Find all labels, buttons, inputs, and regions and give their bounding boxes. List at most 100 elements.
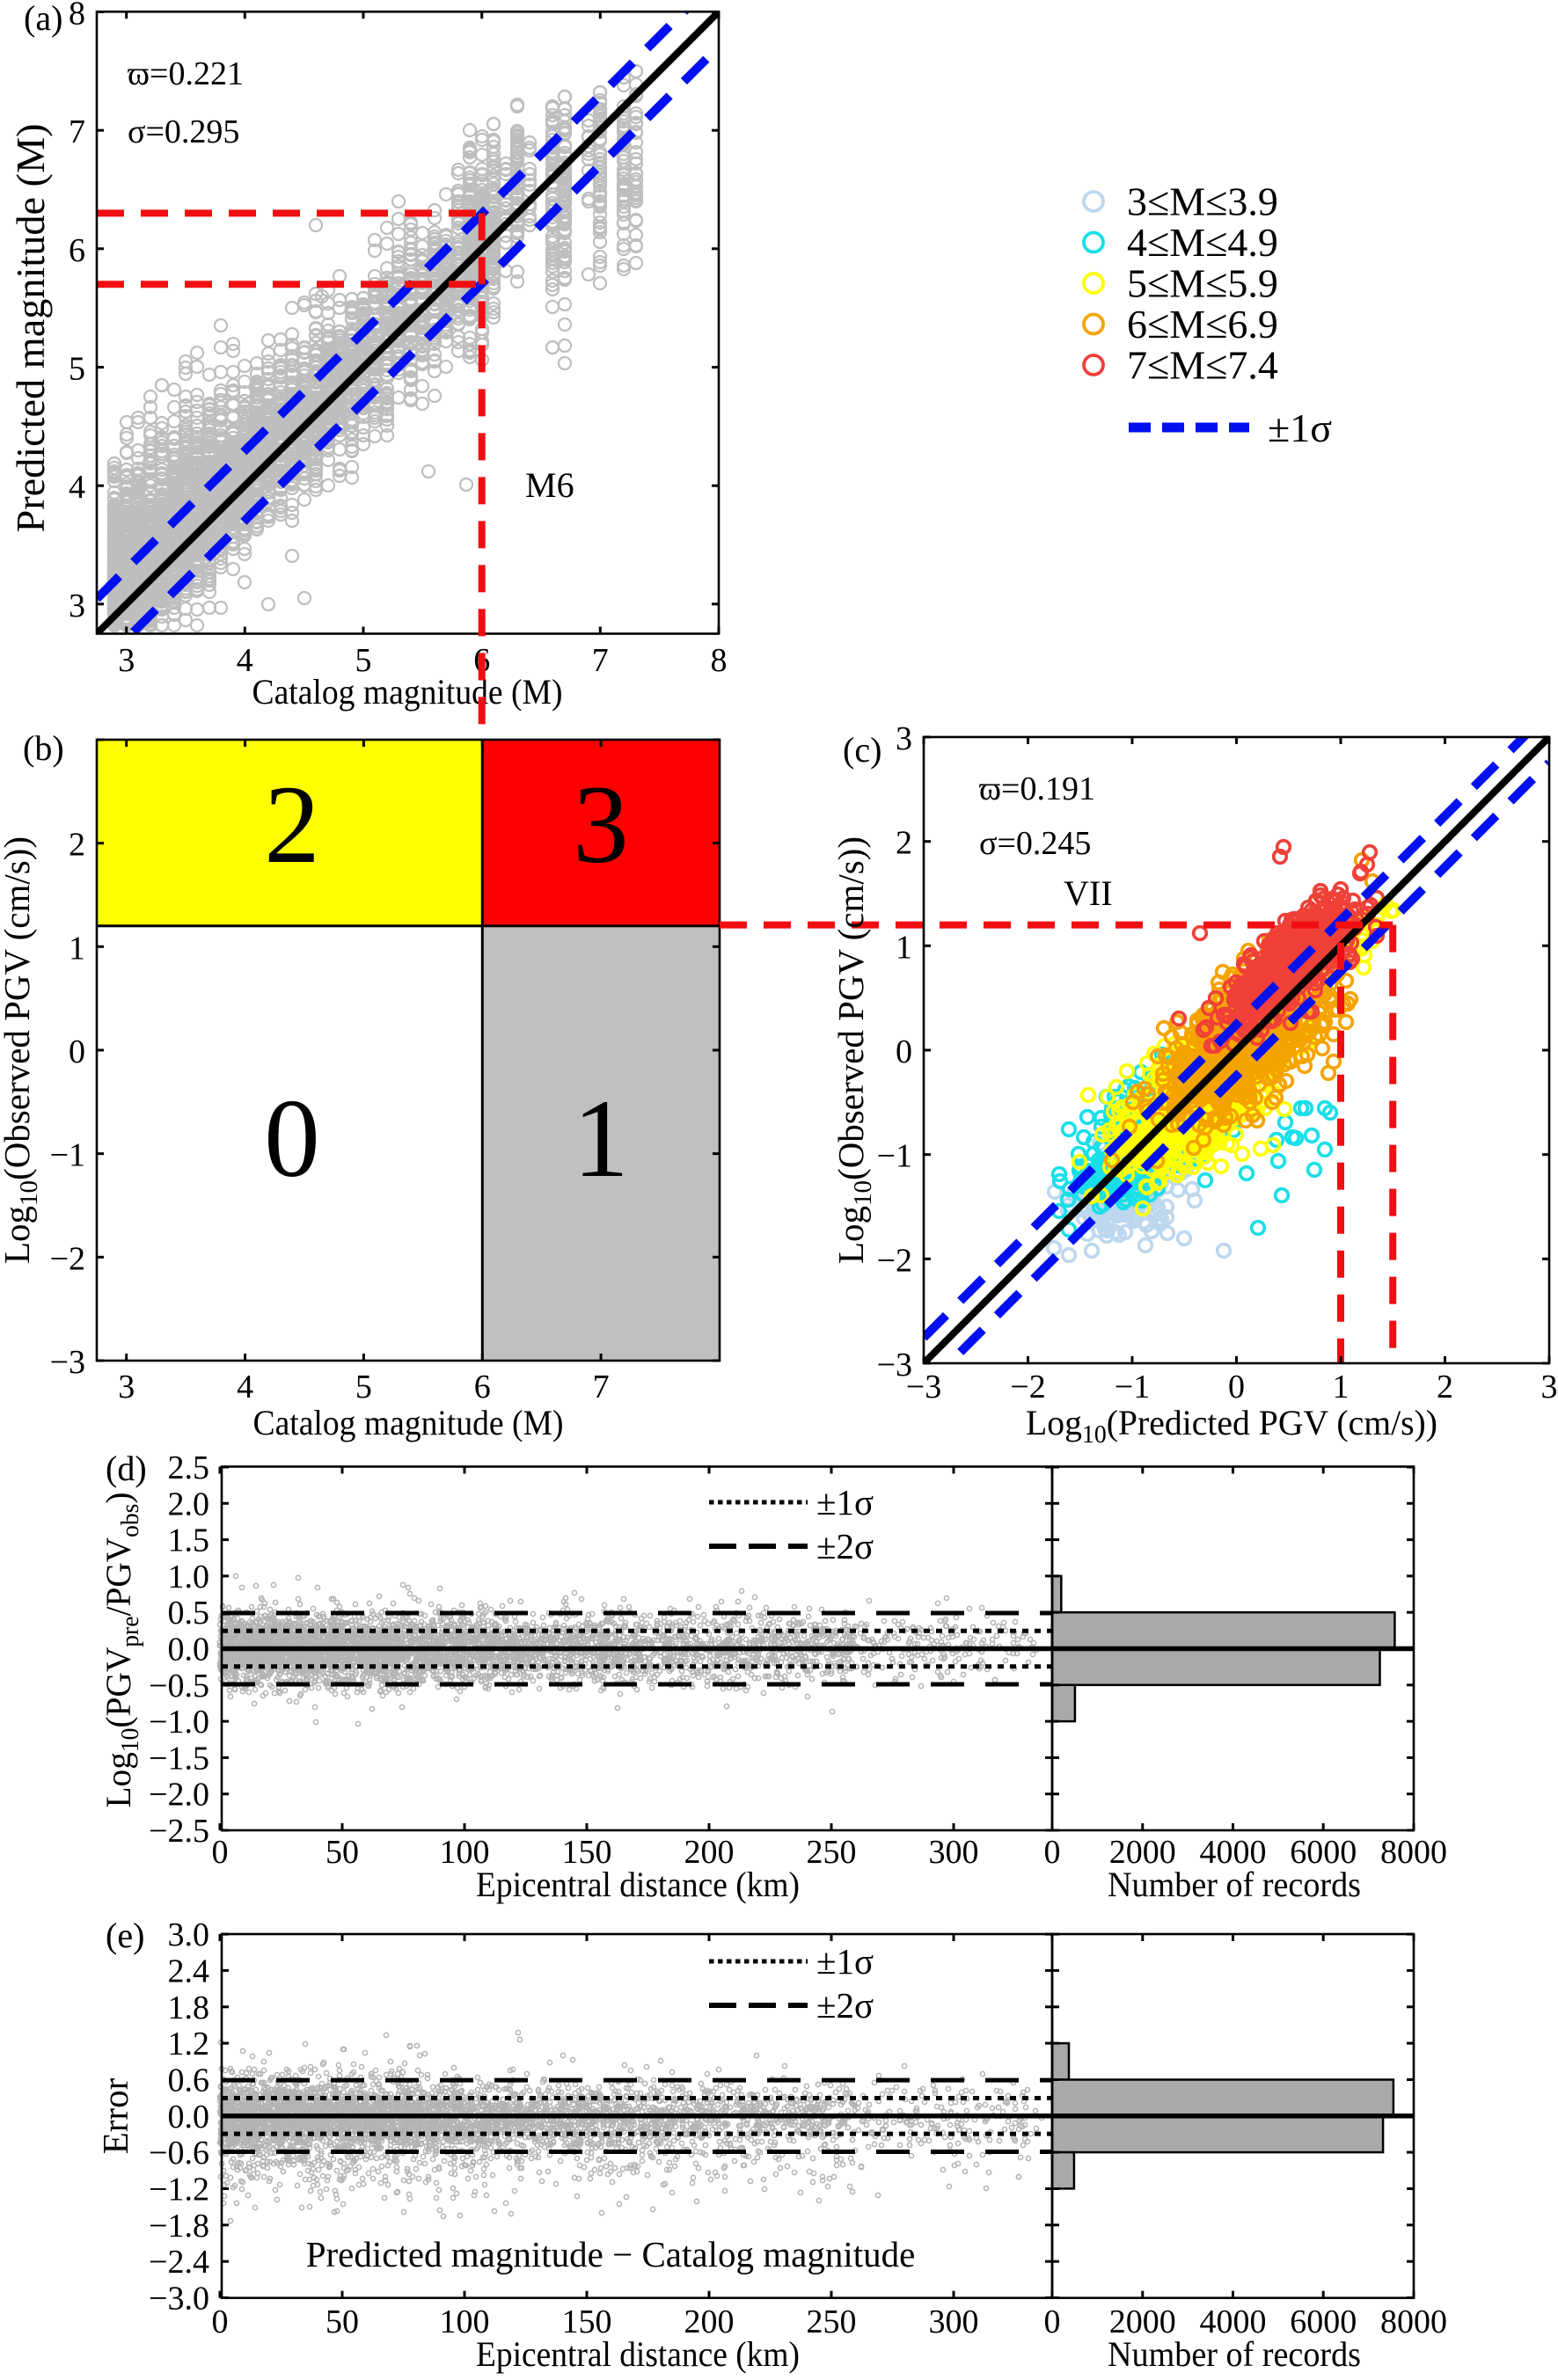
svg-text:(e): (e)	[106, 1916, 144, 1955]
svg-text:1.8: 1.8	[168, 1989, 210, 2026]
svg-text:ϖ=0.221: ϖ=0.221	[128, 55, 244, 92]
svg-text:8000: 8000	[1380, 1834, 1447, 1871]
svg-text:±1σ: ±1σ	[1268, 405, 1332, 450]
svg-text:8: 8	[69, 0, 85, 33]
svg-text:(b): (b)	[23, 728, 64, 768]
svg-text:3: 3	[896, 720, 912, 757]
svg-text:5: 5	[355, 1369, 372, 1405]
svg-text:2.4: 2.4	[168, 1953, 210, 1989]
svg-text:Catalog magnitude (M): Catalog magnitude (M)	[252, 672, 563, 712]
svg-text:6: 6	[474, 1369, 491, 1405]
svg-text:Predicted magnitude − Catalog: Predicted magnitude − Catalog magnitude	[306, 2234, 916, 2274]
svg-text:−1.0: −1.0	[149, 1704, 209, 1741]
svg-text:2.5: 2.5	[168, 1449, 210, 1486]
svg-text:0: 0	[212, 1834, 229, 1871]
svg-text:Predicted magnitude (M): Predicted magnitude (M)	[8, 123, 53, 532]
svg-text:7: 7	[593, 1369, 610, 1405]
svg-text:0: 0	[1228, 1369, 1245, 1405]
svg-text:0: 0	[896, 1033, 912, 1070]
svg-text:−1: −1	[50, 1137, 85, 1174]
svg-text:6: 6	[69, 232, 85, 269]
svg-text:3: 3	[118, 1369, 135, 1405]
svg-text:Number of records: Number of records	[1108, 2334, 1361, 2374]
svg-text:4≤M≤4.9: 4≤M≤4.9	[1127, 220, 1278, 265]
svg-text:3≤M≤3.9: 3≤M≤3.9	[1127, 179, 1278, 224]
svg-text:3: 3	[118, 642, 135, 679]
svg-text:1.0: 1.0	[168, 1559, 210, 1595]
svg-text:5≤M≤5.9: 5≤M≤5.9	[1127, 261, 1278, 306]
svg-text:0.0: 0.0	[168, 1632, 210, 1668]
svg-text:3.0: 3.0	[168, 1916, 210, 1953]
svg-text:−2: −2	[50, 1240, 85, 1277]
svg-text:0: 0	[1044, 1834, 1061, 1871]
svg-text:0: 0	[212, 2303, 229, 2340]
svg-text:−2.4: −2.4	[149, 2244, 209, 2281]
svg-text:(d): (d)	[106, 1449, 147, 1488]
svg-text:−3.0: −3.0	[149, 2281, 209, 2318]
svg-text:1.2: 1.2	[168, 2026, 210, 2062]
svg-text:±1σ: ±1σ	[816, 1941, 874, 1982]
svg-text:−1: −1	[877, 1138, 912, 1175]
svg-text:(a): (a)	[24, 0, 62, 38]
svg-text:−1.5: −1.5	[149, 1740, 209, 1777]
svg-text:0: 0	[69, 1033, 85, 1070]
svg-text:50: 50	[325, 1834, 359, 1871]
svg-text:6≤M≤6.9: 6≤M≤6.9	[1127, 302, 1278, 347]
svg-text:0.5: 0.5	[168, 1595, 210, 1632]
svg-text:−1.8: −1.8	[149, 2208, 209, 2245]
svg-text:2: 2	[264, 763, 320, 887]
svg-text:σ=0.245: σ=0.245	[979, 825, 1091, 862]
svg-text:1: 1	[1333, 1369, 1350, 1405]
svg-text:−1: −1	[1115, 1369, 1150, 1405]
svg-text:7≤M≤7.4: 7≤M≤7.4	[1127, 343, 1278, 388]
svg-text:8000: 8000	[1380, 2303, 1447, 2340]
svg-text:σ=0.295: σ=0.295	[128, 113, 239, 150]
svg-text:250: 250	[807, 2303, 857, 2340]
svg-text:8: 8	[711, 642, 728, 679]
svg-text:1: 1	[573, 1077, 629, 1201]
svg-text:50: 50	[325, 2303, 359, 2340]
svg-text:1: 1	[896, 929, 912, 966]
svg-text:−1.2: −1.2	[149, 2172, 209, 2208]
svg-text:Catalog magnitude (M): Catalog magnitude (M)	[253, 1403, 564, 1442]
svg-text:1.5: 1.5	[168, 1522, 210, 1559]
svg-text:Number of records: Number of records	[1108, 1865, 1361, 1904]
svg-text:250: 250	[807, 1834, 857, 1871]
svg-text:M6: M6	[525, 465, 574, 505]
svg-text:2: 2	[69, 827, 85, 864]
svg-text:3: 3	[573, 763, 629, 887]
svg-text:VII: VII	[1064, 873, 1113, 913]
svg-text:4: 4	[69, 469, 85, 506]
svg-text:−0.5: −0.5	[149, 1668, 209, 1705]
svg-text:−0.6: −0.6	[149, 2135, 209, 2172]
svg-text:Error: Error	[95, 2077, 135, 2154]
svg-text:3: 3	[69, 588, 85, 624]
svg-text:Log10(PGVpre/PGVobs): Log10(PGVpre/PGVobs)	[99, 1493, 144, 1808]
svg-text:2.0: 2.0	[168, 1486, 210, 1522]
svg-text:7: 7	[592, 642, 609, 679]
svg-text:300: 300	[929, 2303, 979, 2340]
svg-text:−2.5: −2.5	[149, 1813, 209, 1850]
svg-text:4: 4	[237, 642, 253, 679]
svg-text:2: 2	[896, 825, 912, 862]
svg-text:±1σ: ±1σ	[816, 1482, 874, 1522]
svg-text:0: 0	[1044, 2303, 1061, 2340]
svg-text:−3: −3	[50, 1344, 85, 1381]
svg-text:Epicentral distance (km): Epicentral distance (km)	[476, 2334, 800, 2374]
svg-text:0.6: 0.6	[168, 2062, 210, 2099]
svg-text:−2.0: −2.0	[149, 1777, 209, 1814]
svg-text:5: 5	[69, 351, 85, 388]
svg-text:1: 1	[69, 930, 85, 967]
svg-text:±2σ: ±2σ	[816, 1526, 874, 1566]
svg-text:0.0: 0.0	[168, 2099, 210, 2135]
svg-text:300: 300	[929, 1834, 979, 1871]
svg-text:−2: −2	[1010, 1369, 1045, 1405]
svg-text:(c): (c)	[843, 730, 881, 770]
svg-text:0: 0	[264, 1077, 320, 1201]
svg-text:4: 4	[237, 1369, 253, 1405]
svg-text:2: 2	[1437, 1369, 1453, 1405]
svg-text:−2: −2	[877, 1242, 912, 1279]
svg-text:ϖ=0.191: ϖ=0.191	[979, 770, 1095, 807]
svg-text:7: 7	[69, 113, 85, 150]
svg-text:Epicentral distance (km): Epicentral distance (km)	[476, 1865, 800, 1904]
